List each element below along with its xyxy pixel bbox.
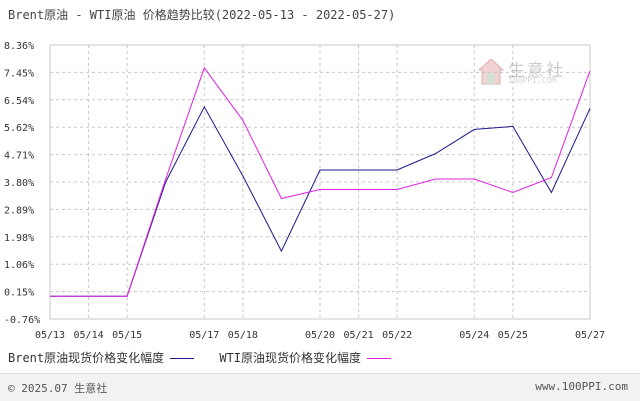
legend-swatch-brent bbox=[170, 358, 195, 359]
y-tick-label: 2.89% bbox=[4, 205, 34, 216]
footer-site-link[interactable]: www.100PPI.com bbox=[535, 380, 628, 393]
x-tick-label: 05/20 bbox=[305, 330, 335, 341]
legend-label-brent: Brent原油现货价格变化幅度 bbox=[8, 351, 165, 365]
y-tick-label: 1.98% bbox=[4, 233, 34, 244]
y-tick-label: 8.36% bbox=[4, 41, 34, 52]
x-tick-label: 05/21 bbox=[344, 330, 374, 341]
footer-copyright: © 2025.07 生意社 bbox=[8, 382, 108, 395]
y-tick-label: 4.71% bbox=[4, 151, 34, 162]
series-lines bbox=[50, 66, 591, 297]
y-tick-label: 1.06% bbox=[4, 260, 34, 271]
legend-swatch-wti bbox=[367, 358, 392, 359]
footer-bar: © 2025.07 生意社 www.100PPI.com bbox=[0, 373, 640, 401]
x-tick-label: 05/18 bbox=[228, 330, 258, 341]
x-tick-label: 05/14 bbox=[74, 330, 104, 341]
chart-title: Brent原油 - WTI原油 价格趋势比较(2022-05-13 - 2022… bbox=[8, 8, 396, 22]
y-tick-label: 7.45% bbox=[4, 68, 34, 79]
y-tick-label: -0.76% bbox=[4, 315, 40, 326]
x-tick-label: 05/13 bbox=[35, 330, 65, 341]
watermark-logo: 生意社 100PPI.COM bbox=[478, 54, 578, 90]
x-tick-label: 05/27 bbox=[575, 330, 605, 341]
legend-item-wti: WTI原油现货价格变化幅度 bbox=[219, 349, 392, 366]
x-tick-label: 05/24 bbox=[459, 330, 489, 341]
chart-grid bbox=[49, 44, 591, 320]
watermark-site: 100PPI.COM bbox=[508, 76, 557, 85]
legend-label-wti: WTI原油现货价格变化幅度 bbox=[219, 351, 362, 365]
x-tick-label: 05/17 bbox=[189, 330, 219, 341]
house-icon bbox=[478, 58, 504, 85]
x-tick-label: 05/25 bbox=[498, 330, 528, 341]
x-tick-label: 05/15 bbox=[112, 330, 142, 341]
y-tick-label: 0.15% bbox=[4, 288, 34, 299]
y-tick-label: 6.54% bbox=[4, 96, 34, 107]
x-axis-ticks: 05/13 05/14 05/15 05/17 05/18 05/20 05/21 05/22… bbox=[35, 330, 605, 341]
legend: Brent原油现货价格变化幅度 WTI原油现货价格变化幅度 bbox=[8, 349, 409, 366]
y-tick-label: 5.62% bbox=[4, 123, 34, 134]
legend-item-brent: Brent原油现货价格变化幅度 bbox=[8, 349, 195, 366]
watermark-name: 生意社 bbox=[508, 61, 565, 81]
x-tick-label: 05/22 bbox=[382, 330, 412, 341]
series-line-wti bbox=[50, 66, 591, 297]
y-tick-label: 3.80% bbox=[4, 178, 34, 189]
y-axis-ticks: 8.36% 7.45% 6.54% 5.62% 4.71% 3.80% 2.89% 1.98%… bbox=[4, 41, 40, 326]
